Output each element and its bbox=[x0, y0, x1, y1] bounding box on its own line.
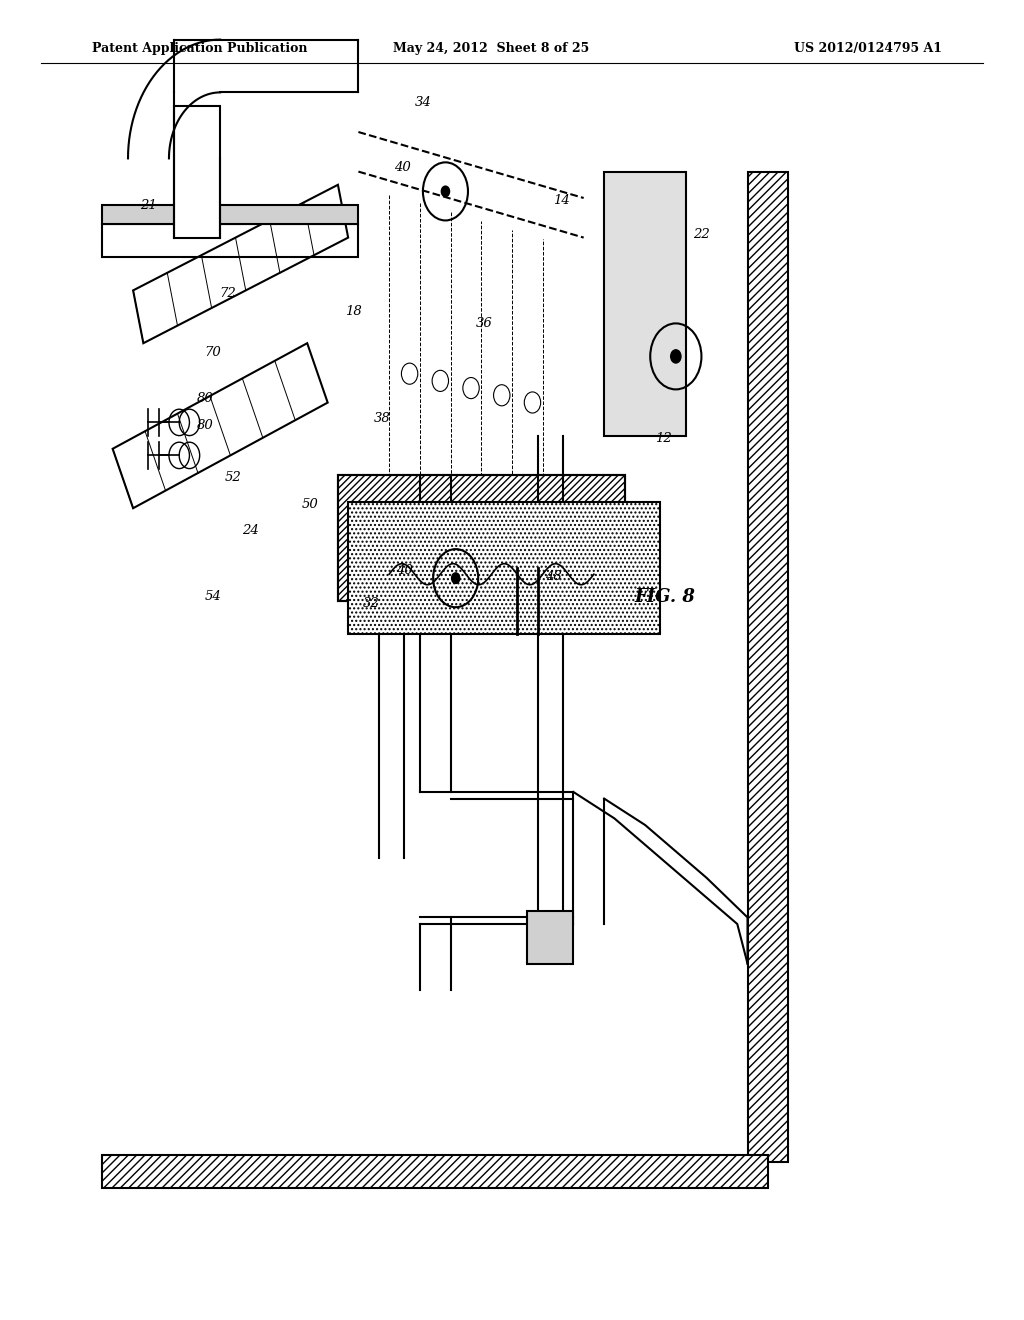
Text: 14: 14 bbox=[553, 194, 569, 207]
Bar bbox=[527, 911, 573, 964]
Text: 34: 34 bbox=[415, 96, 431, 110]
Text: FIG. 8: FIG. 8 bbox=[635, 587, 695, 606]
Circle shape bbox=[441, 186, 450, 197]
Polygon shape bbox=[133, 185, 348, 343]
Bar bbox=[604, 172, 686, 436]
Bar bbox=[748, 172, 788, 1162]
Text: 80: 80 bbox=[197, 392, 213, 405]
Text: 32: 32 bbox=[364, 597, 380, 610]
Bar bbox=[102, 1155, 768, 1188]
Text: 18: 18 bbox=[345, 305, 361, 318]
Text: US 2012/0124795 A1: US 2012/0124795 A1 bbox=[794, 42, 942, 55]
Bar bbox=[102, 205, 358, 224]
Text: 21: 21 bbox=[140, 199, 157, 213]
Circle shape bbox=[452, 573, 460, 583]
Polygon shape bbox=[113, 343, 328, 508]
Text: 50: 50 bbox=[302, 498, 318, 511]
Text: 40: 40 bbox=[394, 161, 411, 174]
Bar bbox=[338, 475, 625, 601]
Text: 70: 70 bbox=[205, 346, 221, 359]
Text: May 24, 2012  Sheet 8 of 25: May 24, 2012 Sheet 8 of 25 bbox=[393, 42, 590, 55]
Bar bbox=[174, 106, 220, 238]
Text: 40: 40 bbox=[396, 564, 413, 577]
Text: 12: 12 bbox=[655, 432, 672, 445]
Text: 80: 80 bbox=[197, 418, 213, 432]
Text: Patent Application Publication: Patent Application Publication bbox=[92, 42, 307, 55]
Text: 38: 38 bbox=[374, 412, 390, 425]
Bar bbox=[102, 224, 358, 257]
Circle shape bbox=[671, 350, 681, 363]
Text: 22: 22 bbox=[693, 228, 710, 242]
Bar bbox=[348, 502, 660, 634]
Bar bbox=[338, 475, 625, 601]
Text: 52: 52 bbox=[225, 471, 242, 484]
Text: 48: 48 bbox=[545, 570, 561, 583]
Text: 24: 24 bbox=[243, 524, 259, 537]
Text: 36: 36 bbox=[476, 317, 493, 330]
Text: 54: 54 bbox=[205, 590, 221, 603]
Text: 72: 72 bbox=[219, 286, 236, 300]
